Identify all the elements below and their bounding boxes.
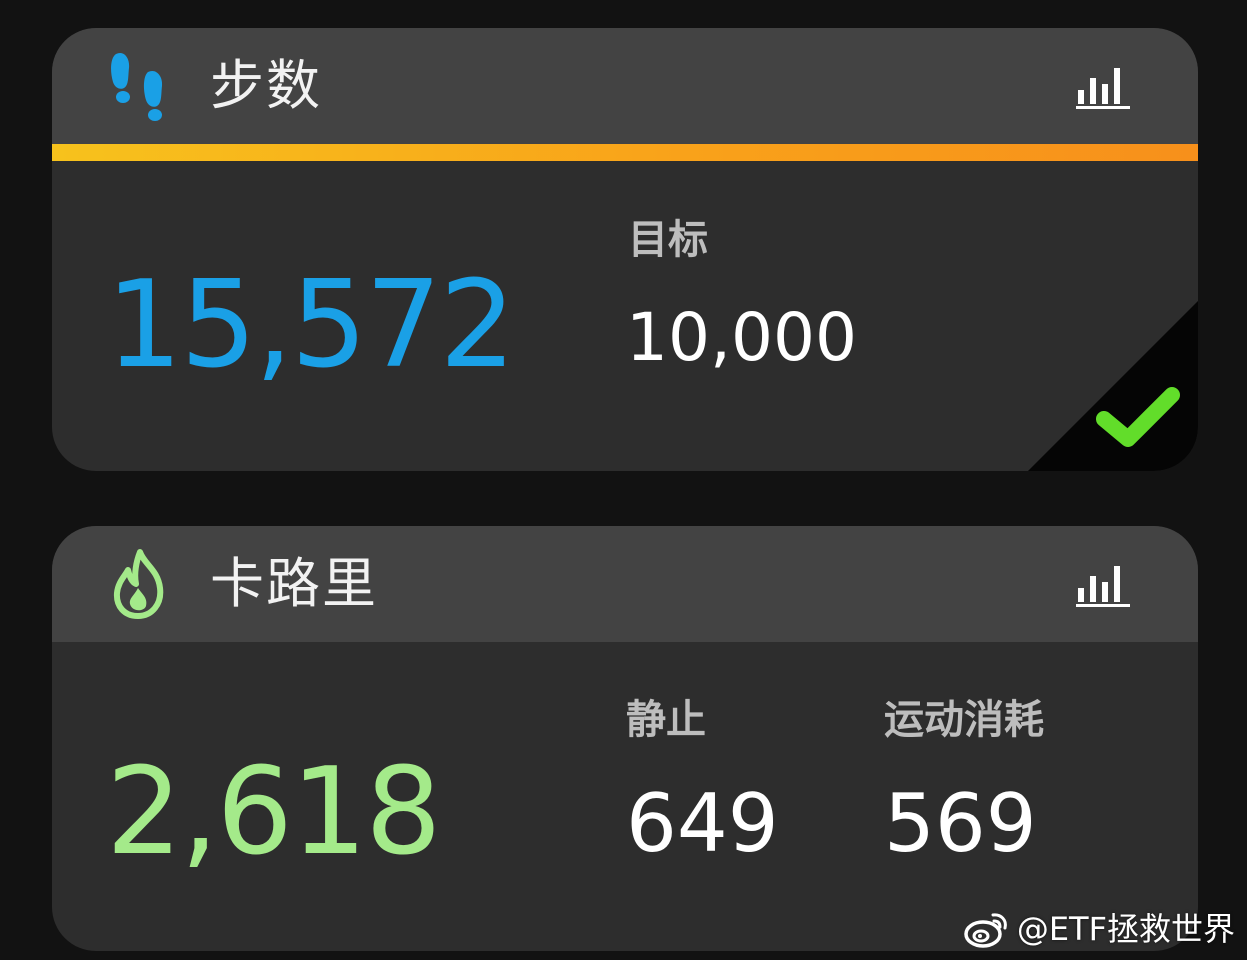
steps-goal-progress-fill <box>52 144 1198 161</box>
steps-goal-progress-bar <box>52 144 1198 161</box>
goal-label: 目标 <box>628 217 708 263</box>
bar-chart-icon[interactable] <box>1074 60 1132 110</box>
weibo-logo-icon <box>964 913 1007 948</box>
goal-value: 10,000 <box>626 299 857 376</box>
flame-icon <box>108 548 172 620</box>
checkmark-icon <box>1028 301 1198 471</box>
steps-card-header: 步数 <box>52 28 1198 144</box>
steps-title: 步数 <box>210 54 322 117</box>
calories-card[interactable]: 卡路里 2,618 静止 649 运动消耗 569 <box>52 526 1198 951</box>
calories-card-header: 卡路里 <box>52 526 1198 642</box>
steps-card[interactable]: 步数 15,572 目标 10,000 <box>52 28 1198 471</box>
calories-total: 2,618 <box>106 743 442 882</box>
steps-count: 15,572 <box>106 256 516 395</box>
bar-chart-icon[interactable] <box>1074 558 1132 608</box>
calories-title: 卡路里 <box>210 552 378 615</box>
watermark-text: @ETF拯救世界 <box>1016 910 1235 948</box>
active-label: 运动消耗 <box>884 697 1044 743</box>
watermark: @ETF拯救世界 <box>963 908 1235 950</box>
active-value: 569 <box>884 777 1037 870</box>
resting-label: 静止 <box>626 697 706 743</box>
resting-value: 649 <box>626 777 779 870</box>
footsteps-icon <box>108 50 172 122</box>
